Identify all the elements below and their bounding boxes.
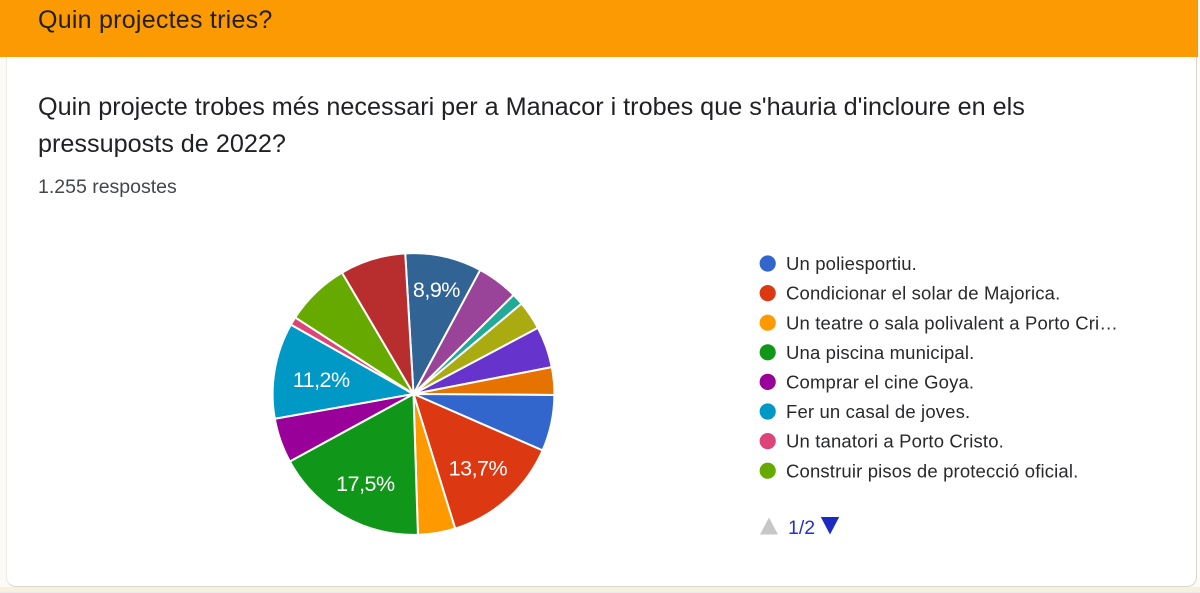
svg-text:Condicionar el solar de Majori: Condicionar el solar de Majorica. [786, 283, 1060, 304]
svg-text:Una piscina municipal.: Una piscina municipal. [786, 342, 974, 363]
svg-text:Un teatre o sala polivalent a: Un teatre o sala polivalent a Porto Cri… [786, 312, 1118, 333]
svg-text:1/2: 1/2 [788, 517, 815, 539]
svg-text:Construir pisos de protecció o: Construir pisos de protecció oficial. [786, 460, 1078, 481]
svg-text:Un poliesportiu.: Un poliesportiu. [786, 253, 917, 274]
svg-text:8,9%: 8,9% [413, 278, 460, 302]
svg-text:Comprar el cine Goya.: Comprar el cine Goya. [786, 372, 974, 393]
svg-text:Fer un casal de joves.: Fer un casal de joves. [786, 401, 970, 422]
svg-text:Un tanatori a Porto Cristo.: Un tanatori a Porto Cristo. [786, 431, 1004, 452]
svg-text:13,7%: 13,7% [449, 457, 508, 481]
svg-text:11,2%: 11,2% [293, 368, 350, 392]
svg-text:17,5%: 17,5% [336, 472, 395, 496]
